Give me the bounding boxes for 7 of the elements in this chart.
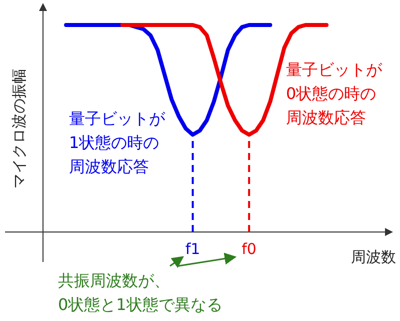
x-axis-title: 周波数 — [351, 248, 396, 266]
x-tick-label: f1 — [185, 240, 200, 258]
x-tick-label: f0 — [242, 240, 256, 258]
text: 共振周波数が、0状態と1状態で異なる — [58, 271, 222, 314]
y-axis-title: マイクロ波の振幅 — [10, 68, 28, 188]
annotation: 量子ビットが0状態の時の周波数応答 — [286, 60, 383, 127]
annotation: 量子ビットが1状態の時の周波数応答 — [69, 109, 166, 176]
